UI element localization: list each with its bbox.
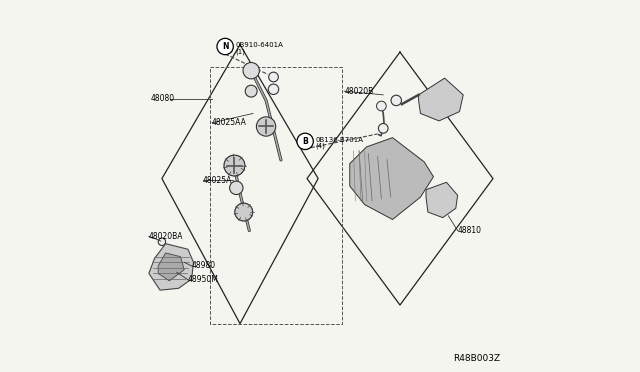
Text: 0B136-B701A: 0B136-B701A — [315, 137, 363, 143]
Text: 48810: 48810 — [458, 226, 482, 235]
Circle shape — [269, 72, 278, 82]
Circle shape — [268, 84, 278, 94]
Polygon shape — [426, 182, 458, 218]
Circle shape — [235, 203, 253, 221]
Circle shape — [245, 85, 257, 97]
Circle shape — [158, 238, 166, 246]
Text: 48950M: 48950M — [188, 275, 219, 284]
Text: 48020BA: 48020BA — [149, 232, 184, 241]
Circle shape — [391, 95, 401, 106]
Text: 48025A: 48025A — [203, 176, 232, 185]
Circle shape — [376, 101, 386, 111]
Text: N: N — [222, 42, 228, 51]
Polygon shape — [419, 78, 463, 121]
Text: 48020B: 48020B — [344, 87, 373, 96]
Text: 48080: 48080 — [151, 94, 175, 103]
Text: 48980: 48980 — [191, 262, 216, 270]
Text: 0B910-6401A: 0B910-6401A — [235, 42, 283, 48]
Circle shape — [378, 124, 388, 133]
Text: 48025AA: 48025AA — [212, 118, 247, 127]
Text: (1): (1) — [235, 48, 245, 55]
Polygon shape — [149, 244, 193, 290]
Circle shape — [224, 155, 245, 176]
Circle shape — [297, 133, 314, 150]
Circle shape — [217, 38, 234, 55]
Circle shape — [230, 181, 243, 195]
Circle shape — [243, 62, 259, 79]
Text: B: B — [302, 137, 308, 146]
Polygon shape — [349, 138, 433, 219]
Text: (4): (4) — [315, 143, 325, 150]
Circle shape — [257, 117, 276, 136]
Polygon shape — [158, 253, 184, 281]
Text: R48B003Z: R48B003Z — [453, 354, 500, 363]
